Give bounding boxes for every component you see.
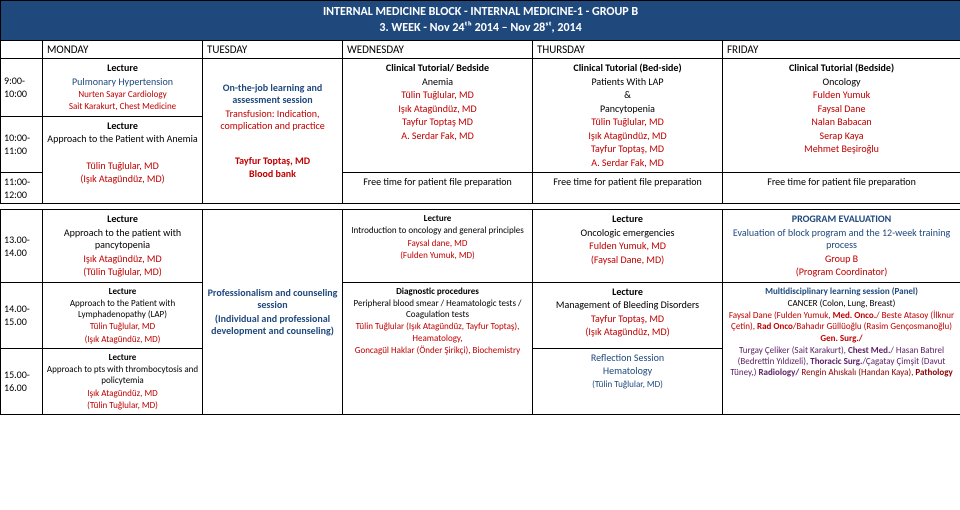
panel-line2: Turgay Çeliker (Sait Karakurt), Chest Me… (726, 345, 957, 379)
mon-r4: Lecture Approach to the patient with pan… (43, 210, 203, 283)
thu-r4: Lecture Oncologic emergencies Fulden Yum… (533, 210, 723, 283)
time-r1: 9:00-10:00 (1, 59, 43, 117)
day-fri: FRIDAY (723, 41, 960, 59)
time-r5: 14.00-15.00 (1, 282, 43, 348)
fri-r4: PROGRAM EVALUATION Evaluation of block p… (723, 210, 960, 283)
wed-r5-6: Diagnostic procedures Peripheral blood s… (343, 282, 533, 415)
thu-r5: Lecture Management of Bleeding Disorders… (533, 282, 723, 348)
thu-free: Free time for patient file preparation (533, 173, 723, 204)
week-title: 3. WEEK - Nov 24ᵗʰ 2014 – Nov 28ˢᵗ, 2014 (4, 21, 957, 36)
time-r2: 10:00-11:00 (1, 116, 43, 173)
day-tue: TUESDAY (203, 41, 343, 59)
mon-r5: Lecture Approach to the Patient with Lym… (43, 282, 203, 348)
thu-r6: Reflection Session Hematology (Tülin Tuğ… (533, 348, 723, 414)
wed-morning: Clinical Tutorial/ Bedside Anemia Tülin … (343, 59, 533, 173)
day-row: MONDAY TUESDAY WEDNESDAY THURSDAY FRIDAY (1, 41, 960, 59)
time-r6: 15.00-16.00 (1, 348, 43, 414)
thu-morning: Clinical Tutorial (Bed-side) Patients Wi… (533, 59, 723, 173)
schedule-table: INTERNAL MEDICINE BLOCK - INTERNAL MEDIC… (0, 0, 960, 415)
header-row: INTERNAL MEDICINE BLOCK - INTERNAL MEDIC… (1, 1, 960, 41)
mon-r6: Lecture Approach to pts with thrombocyto… (43, 348, 203, 414)
day-wed: WEDNESDAY (343, 41, 533, 59)
tue-morning: On-the-job learning and assessment sessi… (203, 59, 343, 204)
mon-r2-3: Lecture Approach to the Patient with Ane… (43, 116, 203, 204)
time-r4: 13.00-14.00 (1, 210, 43, 283)
tue-afternoon: Professionalism and counseling session (… (203, 210, 343, 415)
fri-free: Free time for patient file preparation (723, 173, 960, 204)
fri-morning: Clinical Tutorial (Bedside) Oncology Ful… (723, 59, 960, 173)
panel-line1: Faysal Dane (Fulden Yumuk, Med. Onco./ B… (726, 310, 957, 344)
block-title: INTERNAL MEDICINE BLOCK - INTERNAL MEDIC… (4, 5, 957, 20)
fri-r5-6: Multidisciplinary learning session (Pane… (723, 282, 960, 415)
wed-r4: Lecture Introduction to oncology and gen… (343, 210, 533, 283)
mon-r1: Lecture Pulmonary Hypertension Nurten Sa… (43, 59, 203, 117)
day-thu: THURSDAY (533, 41, 723, 59)
day-mon: MONDAY (43, 41, 203, 59)
wed-free: Free time for patient file preparation (343, 173, 533, 204)
time-r3: 11:00-12:00 (1, 173, 43, 204)
